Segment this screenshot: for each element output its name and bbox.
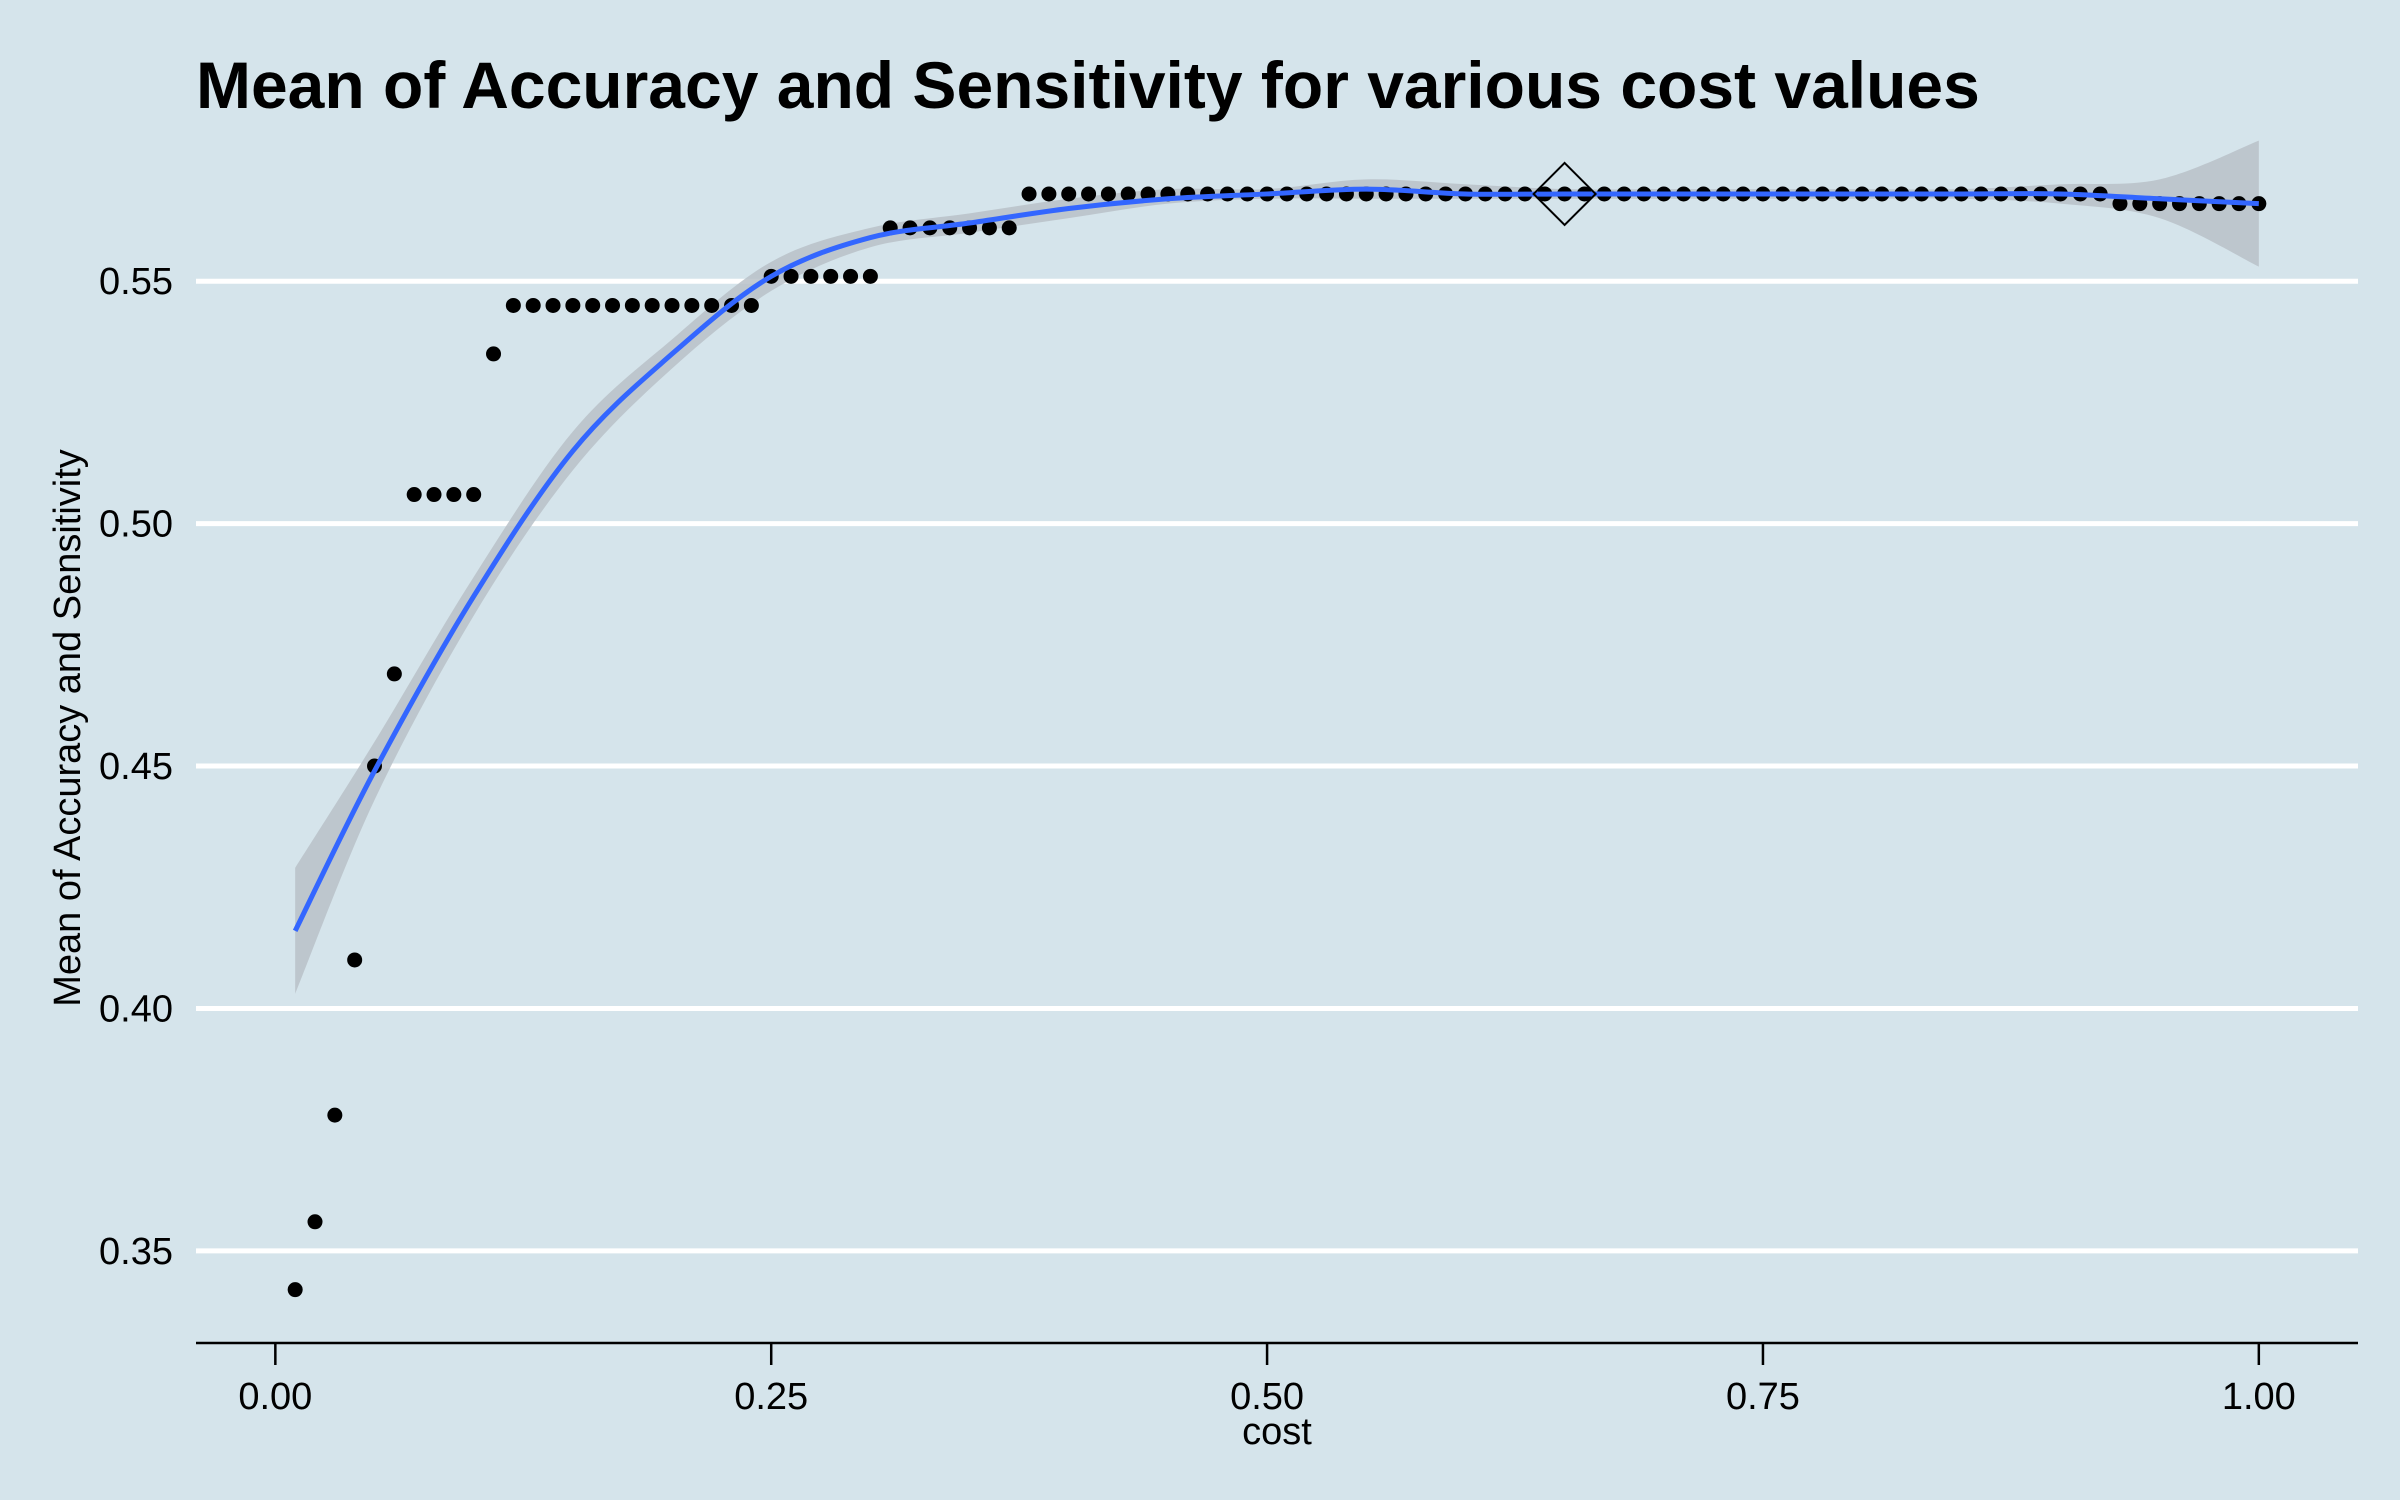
data-point <box>1081 186 1097 202</box>
data-point <box>644 297 660 313</box>
y-tick-label: 0.45 <box>99 746 173 788</box>
y-tick-label: 0.40 <box>99 988 173 1030</box>
highlight-diamond <box>1532 161 1598 227</box>
x-tick-label: 0.75 <box>1726 1376 1800 1418</box>
x-tick-label: 0.25 <box>734 1376 808 1418</box>
data-point <box>406 487 422 503</box>
smooth-line <box>292 186 2259 932</box>
data-point <box>565 297 581 313</box>
data-point <box>466 487 482 503</box>
data-point <box>2112 196 2128 212</box>
data-point <box>862 268 878 284</box>
data-point <box>624 297 640 313</box>
data-point <box>1061 186 1077 202</box>
data-point <box>605 297 621 313</box>
data-point <box>1100 186 1116 202</box>
data-point <box>585 297 601 313</box>
y-tick-label: 0.55 <box>99 261 173 303</box>
data-point <box>525 297 541 313</box>
data-point <box>664 297 680 313</box>
data-point <box>823 268 839 284</box>
data-point <box>743 297 759 313</box>
gridlines <box>196 278 2358 1254</box>
data-point <box>803 268 819 284</box>
x-axis-title: cost <box>1242 1411 1312 1453</box>
data-point <box>287 1282 303 1298</box>
x-tick-label: 0.00 <box>238 1376 312 1418</box>
data-point <box>1021 186 1037 202</box>
data-point <box>1120 186 1136 202</box>
data-point <box>783 268 799 284</box>
data-point <box>486 346 502 362</box>
y-axis-ticks: 0.35 0.40 0.45 0.50 0.55 <box>99 261 173 1273</box>
smooth-line-layer <box>292 186 2259 932</box>
x-axis-ticks: 0.00 0.25 0.50 0.75 1.00 <box>238 1343 2296 1418</box>
data-point <box>327 1107 343 1123</box>
data-point <box>843 268 859 284</box>
data-point <box>981 220 997 236</box>
y-tick-label: 0.50 <box>99 504 173 546</box>
data-point <box>446 487 462 503</box>
data-point <box>1001 220 1017 236</box>
data-point <box>545 297 561 313</box>
x-tick-label: 1.00 <box>2222 1376 2296 1418</box>
data-point <box>1041 186 1057 202</box>
data-point <box>704 297 720 313</box>
data-point <box>347 952 363 968</box>
highlight-layer <box>1532 161 1598 227</box>
data-point <box>386 666 402 682</box>
data-point <box>505 297 521 313</box>
y-axis-title: Mean of Accuracy and Sensitivity <box>47 449 89 1007</box>
data-point <box>307 1214 323 1230</box>
data-point <box>426 487 442 503</box>
data-point <box>684 297 700 313</box>
x-tick-label: 0.50 <box>1230 1376 1304 1418</box>
y-tick-label: 0.35 <box>99 1231 173 1273</box>
chart-title: Mean of Accuracy and Sensitivity for var… <box>196 48 1980 122</box>
